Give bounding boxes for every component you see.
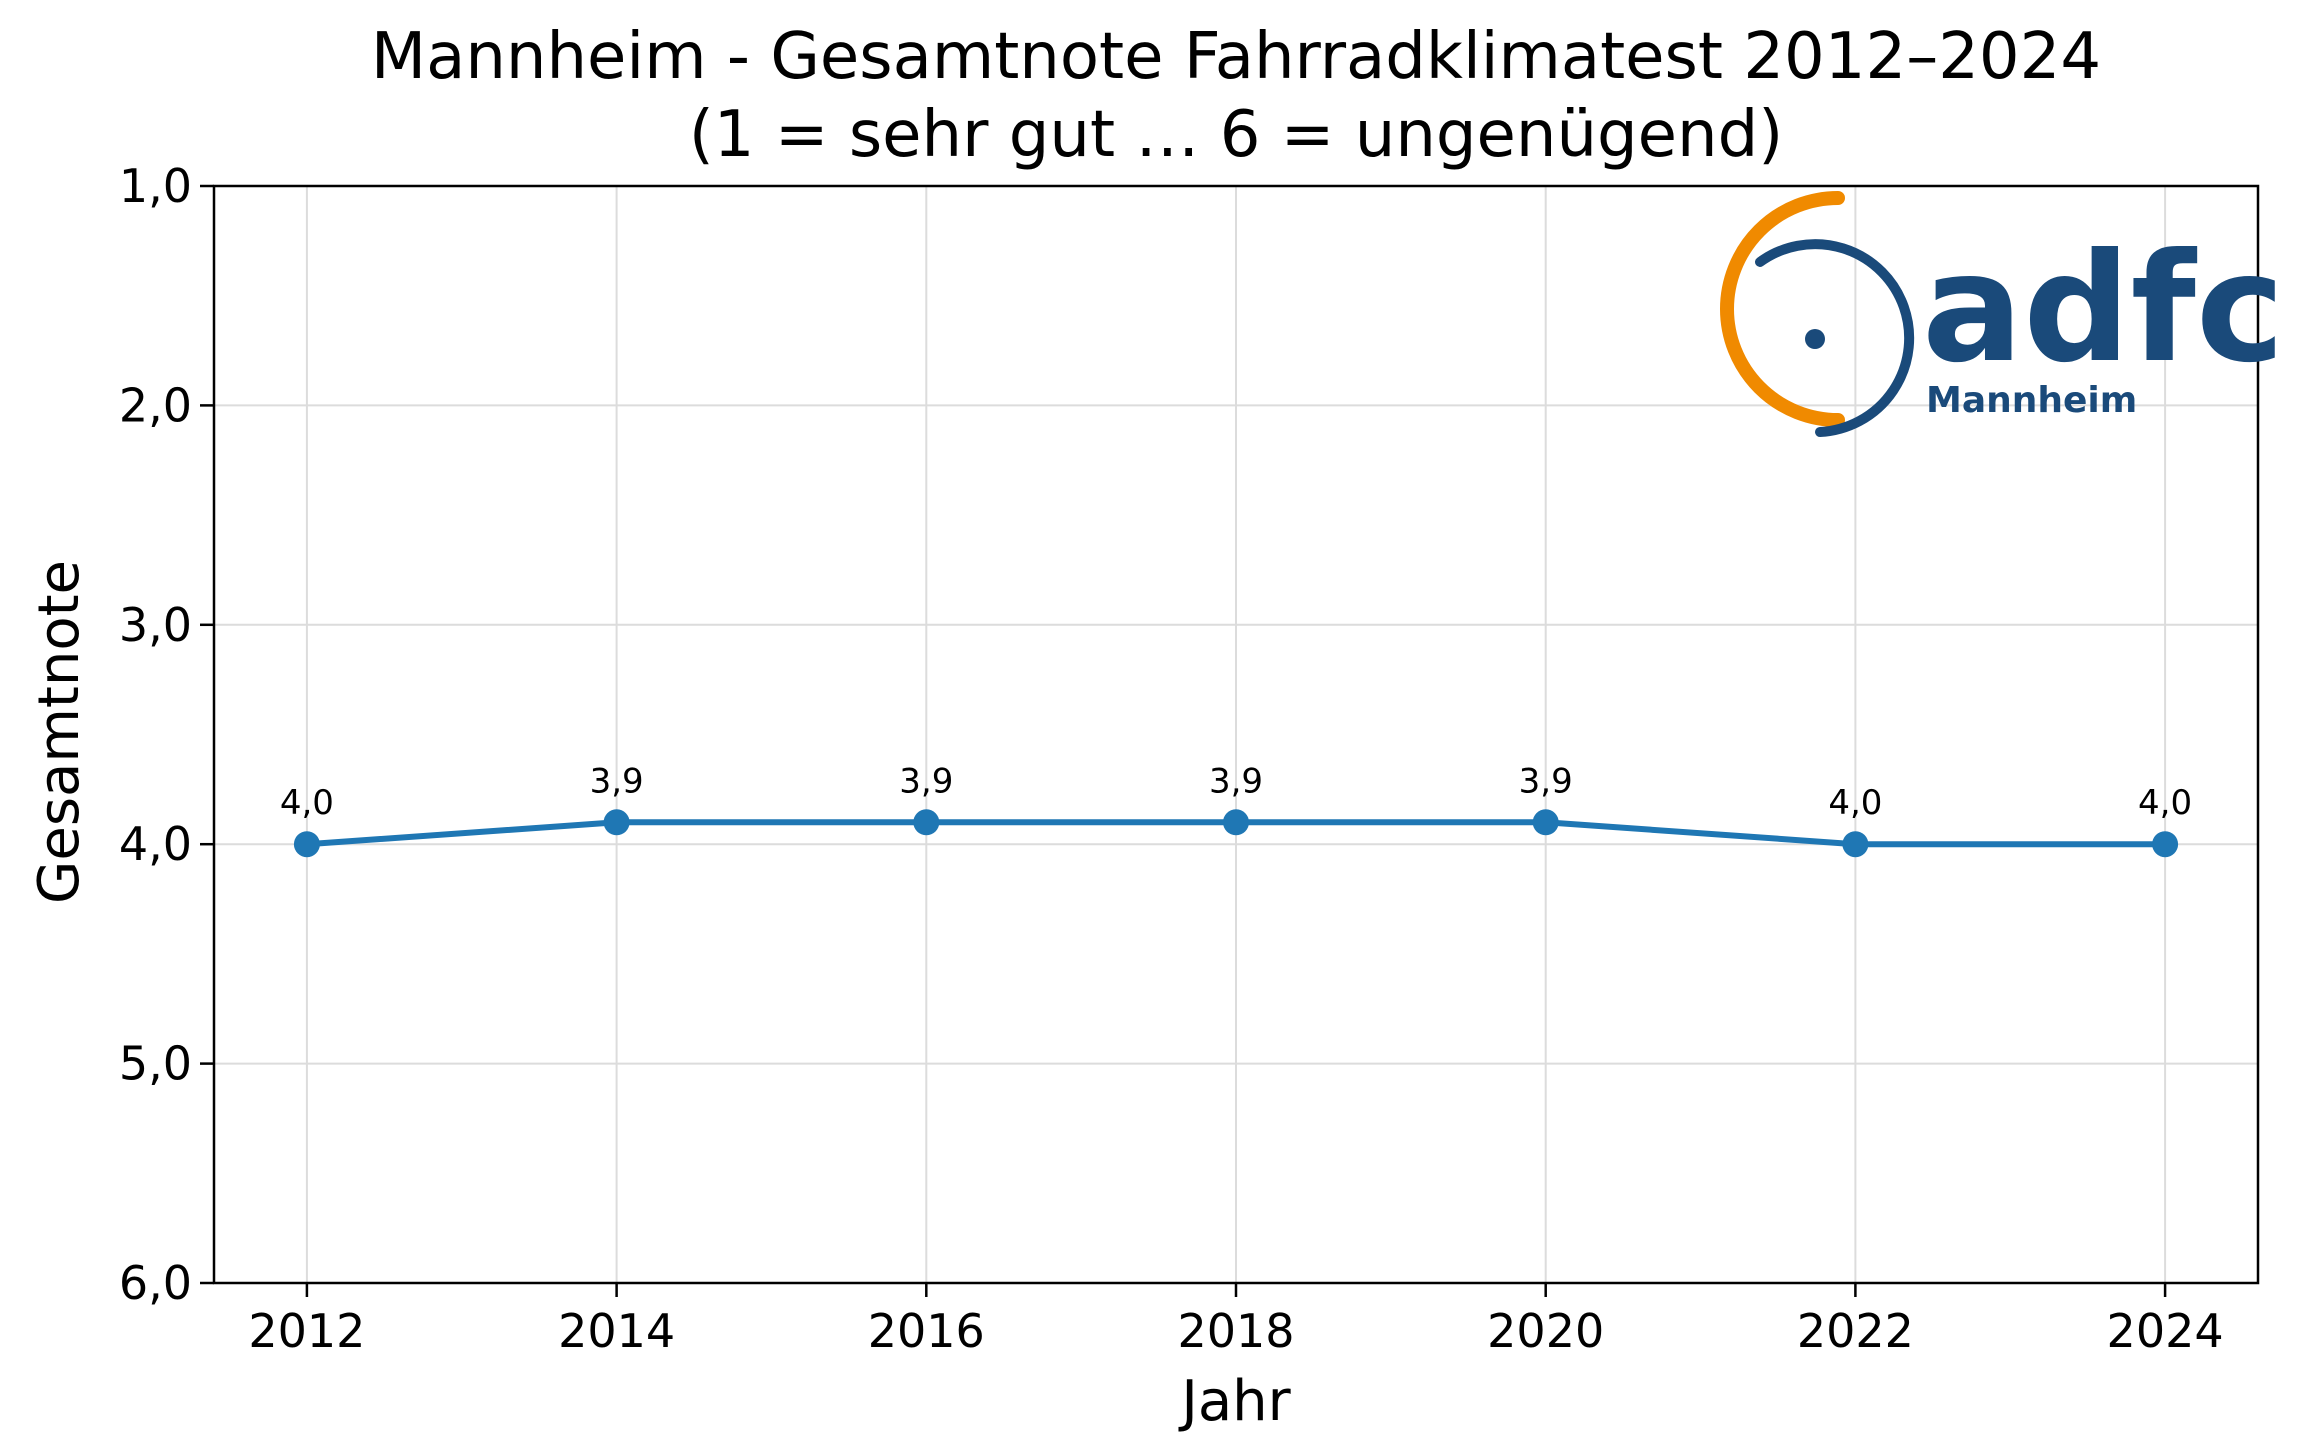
chart-title-line1: Mannheim - Gesamtnote Fahrradklimatest 2… xyxy=(371,20,2101,94)
x-tick-label: 2016 xyxy=(868,1304,985,1358)
adfc-logo: adfc Mannheim xyxy=(1720,191,2285,437)
y-axis-label: Gesamtnote xyxy=(27,560,92,904)
x-tick-label: 2018 xyxy=(1177,1304,1294,1358)
data-label: 4,0 xyxy=(2138,783,2192,823)
x-tick-label: 2014 xyxy=(558,1304,675,1358)
data-point xyxy=(1532,809,1559,836)
plot-frame xyxy=(212,184,2260,1285)
logo-orange-arc-icon xyxy=(1720,191,1845,427)
y-tick-label: 6,0 xyxy=(119,1256,192,1310)
data-label: 4,0 xyxy=(1828,783,1882,823)
logo-blue-arc-icon xyxy=(1755,239,1915,437)
data-point xyxy=(913,809,940,836)
data-label: 4,0 xyxy=(280,783,334,823)
logo-subtext: Mannheim xyxy=(1926,380,2137,421)
axis-ticks: 2012 2014 2016 2018 2020 2022 2024 1,0 2,0 3,0 4,0… xyxy=(119,159,2224,1358)
data-label: 3,9 xyxy=(1519,761,1573,801)
data-point xyxy=(1223,809,1249,836)
y-tick-label: 3,0 xyxy=(119,598,192,652)
y-tick-label: 5,0 xyxy=(119,1037,192,1091)
logo-dot-icon xyxy=(1805,329,1825,349)
y-tick-label: 2,0 xyxy=(119,378,192,432)
x-tick-label: 2012 xyxy=(248,1304,365,1358)
data-label: 3,9 xyxy=(1209,761,1263,801)
data-point xyxy=(293,831,320,858)
x-tick-label: 2024 xyxy=(2107,1304,2224,1358)
data-point xyxy=(603,809,630,836)
data-label: 3,9 xyxy=(899,761,953,801)
y-tick-label: 1,0 xyxy=(119,159,192,213)
chart-title-line2: (1 = sehr gut … 6 = ungenügend) xyxy=(689,98,1783,172)
x-axis-label: Jahr xyxy=(1178,1369,1291,1434)
series-layer: 4,0 3,9 3,9 3,9 3,9 4,0 4,0 xyxy=(280,761,2192,858)
x-tick-label: 2020 xyxy=(1487,1304,1604,1358)
data-point xyxy=(2152,831,2179,858)
logo-wordmark: adfc xyxy=(1922,222,2285,396)
data-label: 3,9 xyxy=(590,761,644,801)
x-tick-label: 2022 xyxy=(1797,1304,1914,1358)
data-point xyxy=(1842,831,1869,858)
y-tick-label: 4,0 xyxy=(119,817,192,871)
